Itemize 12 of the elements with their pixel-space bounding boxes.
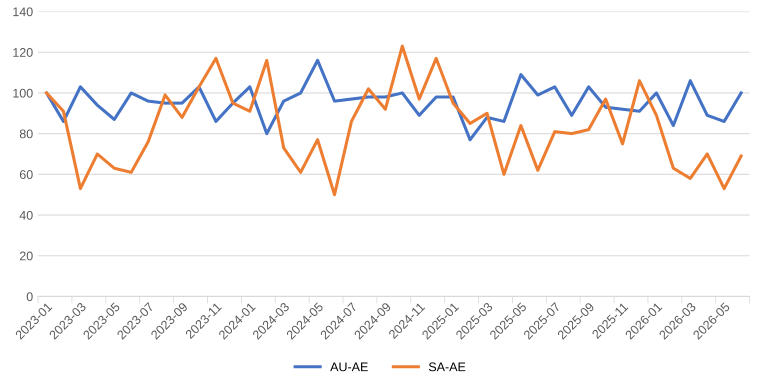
y-tick-label: 20 [20,252,33,260]
line-series [44,44,743,196]
y-tick-label: 60 [20,170,33,179]
legend-label: SA-AE [428,362,466,372]
y-tick-label: 0 [26,292,33,302]
y-tick-label: 120 [13,48,33,57]
line-series [44,58,743,142]
y-tick-label: 140 [13,7,33,16]
y-tick-label: 100 [13,88,33,98]
y-tick-label: 40 [20,210,33,220]
legend-label: AU-AE [330,362,368,372]
y-tick-label: 80 [20,129,33,138]
